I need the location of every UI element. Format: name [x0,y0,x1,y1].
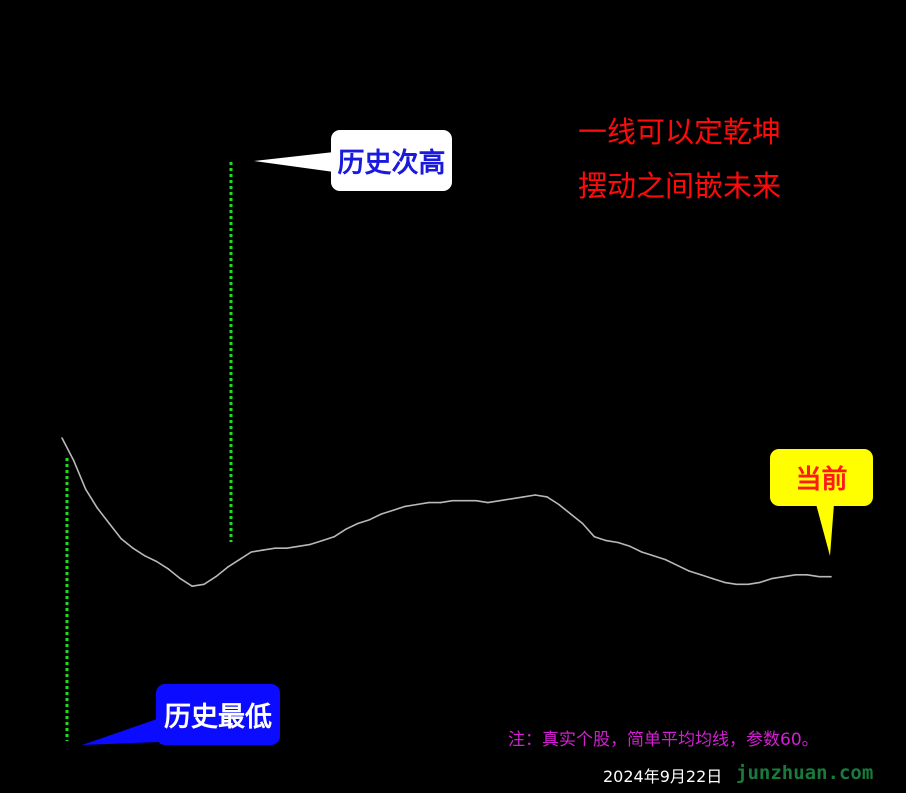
series-point [522,496,525,498]
series-point [818,575,820,578]
series-point [558,503,560,506]
series-point [262,549,264,551]
series-point [569,513,572,515]
series-point [73,460,75,462]
series-point [108,522,111,525]
footer-date: 2024年9月22日 [603,767,723,786]
series-point [321,539,324,542]
series-point [179,577,182,580]
series-point [155,560,158,563]
series-point [345,528,347,530]
series-point [404,505,406,508]
series-point [711,577,714,580]
series-point [215,575,217,578]
series-point [688,570,690,572]
series-point [380,513,383,515]
series-point [640,551,643,553]
series-point [439,501,442,504]
series-point [238,558,241,561]
series-point [451,499,454,502]
series-point [144,555,146,557]
series-point [534,494,536,496]
series-point [487,501,489,504]
series-point [605,539,607,542]
series-point [226,566,229,568]
series-point [629,545,631,548]
series-point [664,558,667,561]
series-point [61,437,63,439]
slogan-line-1: 一线可以定乾坤 [578,115,782,149]
series-point [96,507,99,510]
series-point [286,547,288,549]
series-point [368,518,371,521]
series-point [84,488,87,491]
series-point [132,547,134,549]
series-point [676,564,678,567]
series-point [593,536,596,538]
series-point [357,522,359,525]
callout-history-second-high: 历史次高 [331,130,452,191]
series-point [167,568,170,570]
series-point [297,545,300,548]
series-point [428,501,430,504]
slogan-line-2: 摆动之间嵌未来 [578,169,782,203]
ma60-series-line [61,437,831,587]
series-point [794,574,797,576]
series-point [782,575,785,578]
series-point [510,498,513,500]
series-point [806,574,809,576]
series-point [274,547,276,549]
series-point [723,581,726,584]
chart-marks [61,152,834,745]
watermark-logo: junzhuan.com [736,762,874,784]
series-point [309,543,312,546]
series-point [475,499,477,502]
series-point [250,551,253,553]
series-point [546,496,548,498]
series-point [735,583,738,586]
callout-current: 当前 [770,449,873,506]
series-point [392,509,395,512]
series-point [617,541,619,544]
series-point [759,581,761,584]
series-point [463,499,466,502]
series-point [203,583,205,586]
series-point [771,577,773,580]
callout-low-pointer [82,718,160,745]
series-point [498,499,501,502]
series-point [747,583,749,586]
footer-note: 注：真实个股，简单平均均线，参数60。 [508,730,819,750]
callout-high-pointer [254,152,334,172]
series-point [120,537,122,540]
callout-history-low: 历史最低 [156,684,280,745]
series-point [191,585,193,587]
series-point [700,574,702,576]
series-point [416,503,418,506]
series-point [581,522,584,525]
callout-current-pointer [816,504,834,556]
series-point [333,536,335,538]
series-point [830,575,832,578]
series-point [652,555,655,557]
